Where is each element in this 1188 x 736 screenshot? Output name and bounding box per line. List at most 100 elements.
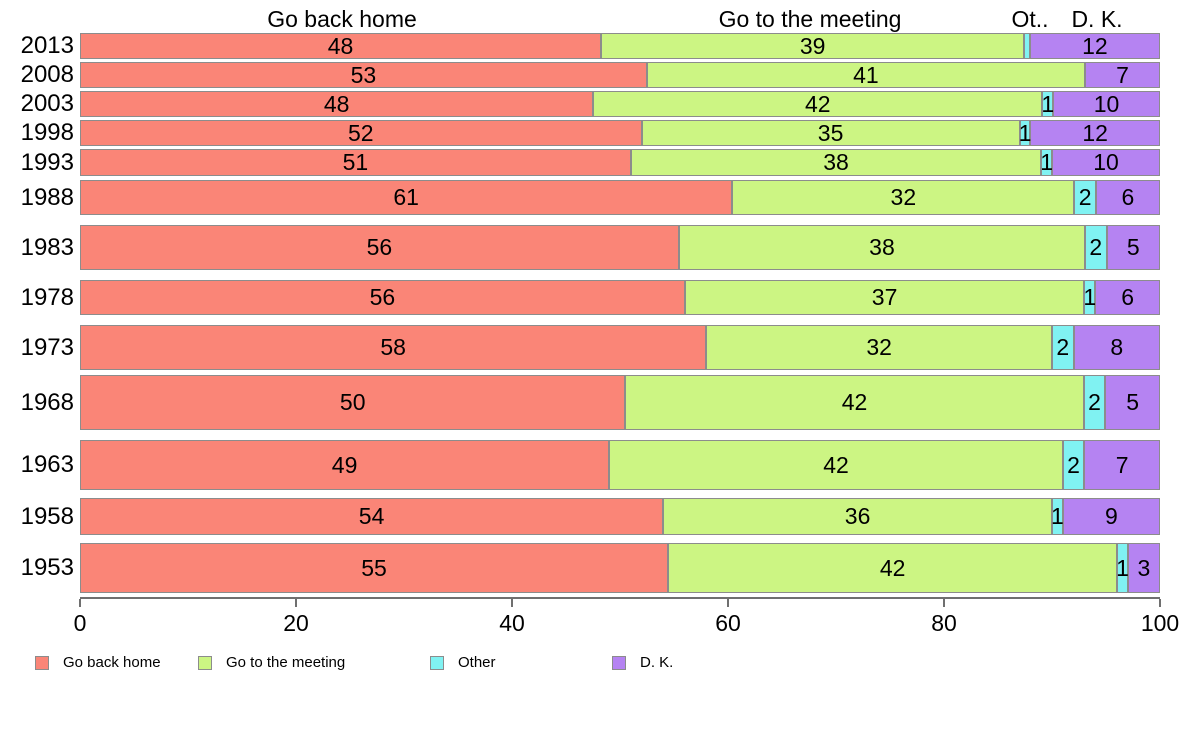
bar-row: 61 32 2 6 <box>80 180 1160 215</box>
bar-value-label: 6 <box>1121 184 1135 210</box>
x-tick-mark <box>727 599 729 607</box>
bar-value-label: 2 <box>1056 334 1070 360</box>
bar-value-label: 42 <box>841 389 868 415</box>
bar-segment: 58 <box>80 325 707 370</box>
bar-segment: 10 <box>1051 149 1160 176</box>
bar-segment: 39 <box>601 33 1025 59</box>
bar-segment: 51 <box>80 149 631 176</box>
bar-segment: 37 <box>684 280 1085 315</box>
bar-segment: 2 <box>1085 225 1107 270</box>
x-tick-mark <box>295 599 297 607</box>
bar-segment: 55 <box>80 543 669 593</box>
bar-value-label: 36 <box>844 503 871 529</box>
bar-segment: 42 <box>593 90 1043 117</box>
y-axis-label: 1963 <box>20 451 74 478</box>
bar-segment: 56 <box>80 225 679 270</box>
x-tick-label: 60 <box>715 610 741 636</box>
bar-segment: 38 <box>678 225 1086 270</box>
bar-segment: 7 <box>1085 62 1160 88</box>
legend-item: Other <box>430 654 496 671</box>
bar-value-label: 2 <box>1067 451 1080 478</box>
bar-value-label: 55 <box>361 554 387 581</box>
y-axis-label: 2003 <box>20 90 74 117</box>
y-axis-label: 1978 <box>20 283 74 311</box>
bar-value-label: 51 <box>342 149 369 175</box>
bar-value-label: 61 <box>393 184 419 210</box>
x-axis-line <box>80 597 1160 599</box>
legend-swatch-icon <box>430 655 444 670</box>
bar-value-label: 32 <box>890 184 917 210</box>
bar-value-label: 6 <box>1121 284 1134 310</box>
x-tick-label: 100 <box>1140 610 1180 636</box>
bar-value-label: 56 <box>369 284 396 310</box>
bar-value-label: 53 <box>350 61 377 88</box>
bar-segment: 56 <box>80 280 685 315</box>
bar-segment: 12 <box>1029 33 1160 59</box>
bar-value-label: 38 <box>869 234 895 260</box>
bar-segment: 2 <box>1062 440 1085 490</box>
bar-value-label: 56 <box>366 234 393 260</box>
bar-segment: 1 <box>1041 90 1055 117</box>
bar-segment: 42 <box>625 375 1084 430</box>
x-tick-mark <box>1159 599 1161 607</box>
bar-segment: 2 <box>1051 325 1074 370</box>
bar-row: 53 41 7 <box>80 62 1160 88</box>
bar-segment: 53 <box>80 62 647 88</box>
bar-segment: 52 <box>80 120 642 146</box>
bar-value-label: 41 <box>853 61 879 88</box>
bar-row: 54 36 1 9 <box>80 498 1160 535</box>
bar-segment: 1 <box>1116 543 1129 593</box>
legend-swatch-icon <box>612 655 626 670</box>
bar-segment: 2 <box>1083 375 1106 430</box>
bar-segment: 5 <box>1106 225 1160 270</box>
bar-value-label: 42 <box>805 90 831 117</box>
bar-value-label: 58 <box>380 334 406 360</box>
bar-row: 50 42 2 5 <box>80 375 1160 430</box>
bar-value-label: 10 <box>1093 90 1120 117</box>
x-tick-mark <box>943 599 945 607</box>
bar-value-label: 12 <box>1082 119 1108 146</box>
y-axis-label: 2008 <box>20 61 74 88</box>
bar-segment: 1 <box>1040 149 1053 176</box>
bar-segment: 3 <box>1127 543 1160 593</box>
x-tick-label: 40 <box>499 610 525 636</box>
bar-segment: 42 <box>668 543 1118 593</box>
bar-segment: 49 <box>80 440 610 490</box>
bar-segment: 6 <box>1095 280 1160 315</box>
bar-segment: 2 <box>1074 180 1096 215</box>
legend-item: Go to the meeting <box>198 654 345 671</box>
bar-segment: 1 <box>1019 120 1031 146</box>
legend-item: Go back home <box>35 654 161 671</box>
bar-segment: 48 <box>80 91 594 117</box>
bar-value-label: 37 <box>871 284 898 310</box>
bar-value-label: 7 <box>1116 61 1129 88</box>
bar-segment: 12 <box>1030 120 1160 146</box>
bar-segment: 32 <box>732 180 1075 215</box>
bar-segment: 5 <box>1105 375 1160 430</box>
bar-segment: 7 <box>1084 440 1160 490</box>
bar-segment: 38 <box>630 149 1042 176</box>
bar-value-label: 1 <box>1041 90 1055 117</box>
y-axis-label: 1998 <box>20 119 74 146</box>
bar-segment: 8 <box>1073 325 1160 370</box>
bar-row: 56 37 1 6 <box>80 280 1160 315</box>
legend-item: D. K. <box>612 654 673 671</box>
x-tick-label: 80 <box>931 610 957 636</box>
column-header: Go to the meeting <box>718 6 902 32</box>
bar-row: 55 42 1 3 <box>80 543 1160 593</box>
bar-value-label: 50 <box>339 389 366 415</box>
legend-swatch-icon <box>198 655 212 670</box>
bar-value-label: 1 <box>1083 284 1097 310</box>
y-axis-label: 1973 <box>20 333 74 361</box>
y-axis-label: 1968 <box>20 388 74 416</box>
bar-value-label: 5 <box>1126 234 1140 260</box>
bar-row: 56 38 2 5 <box>80 225 1160 270</box>
bar-segment: 9 <box>1062 498 1160 535</box>
bar-row: 51 38 1 10 <box>80 149 1160 176</box>
y-axis-label: 1958 <box>20 502 74 530</box>
bar-segment <box>1024 33 1030 59</box>
legend-label: Other <box>458 654 496 671</box>
bar-value-label: 2 <box>1088 389 1101 415</box>
bar-value-label: 52 <box>348 119 374 146</box>
